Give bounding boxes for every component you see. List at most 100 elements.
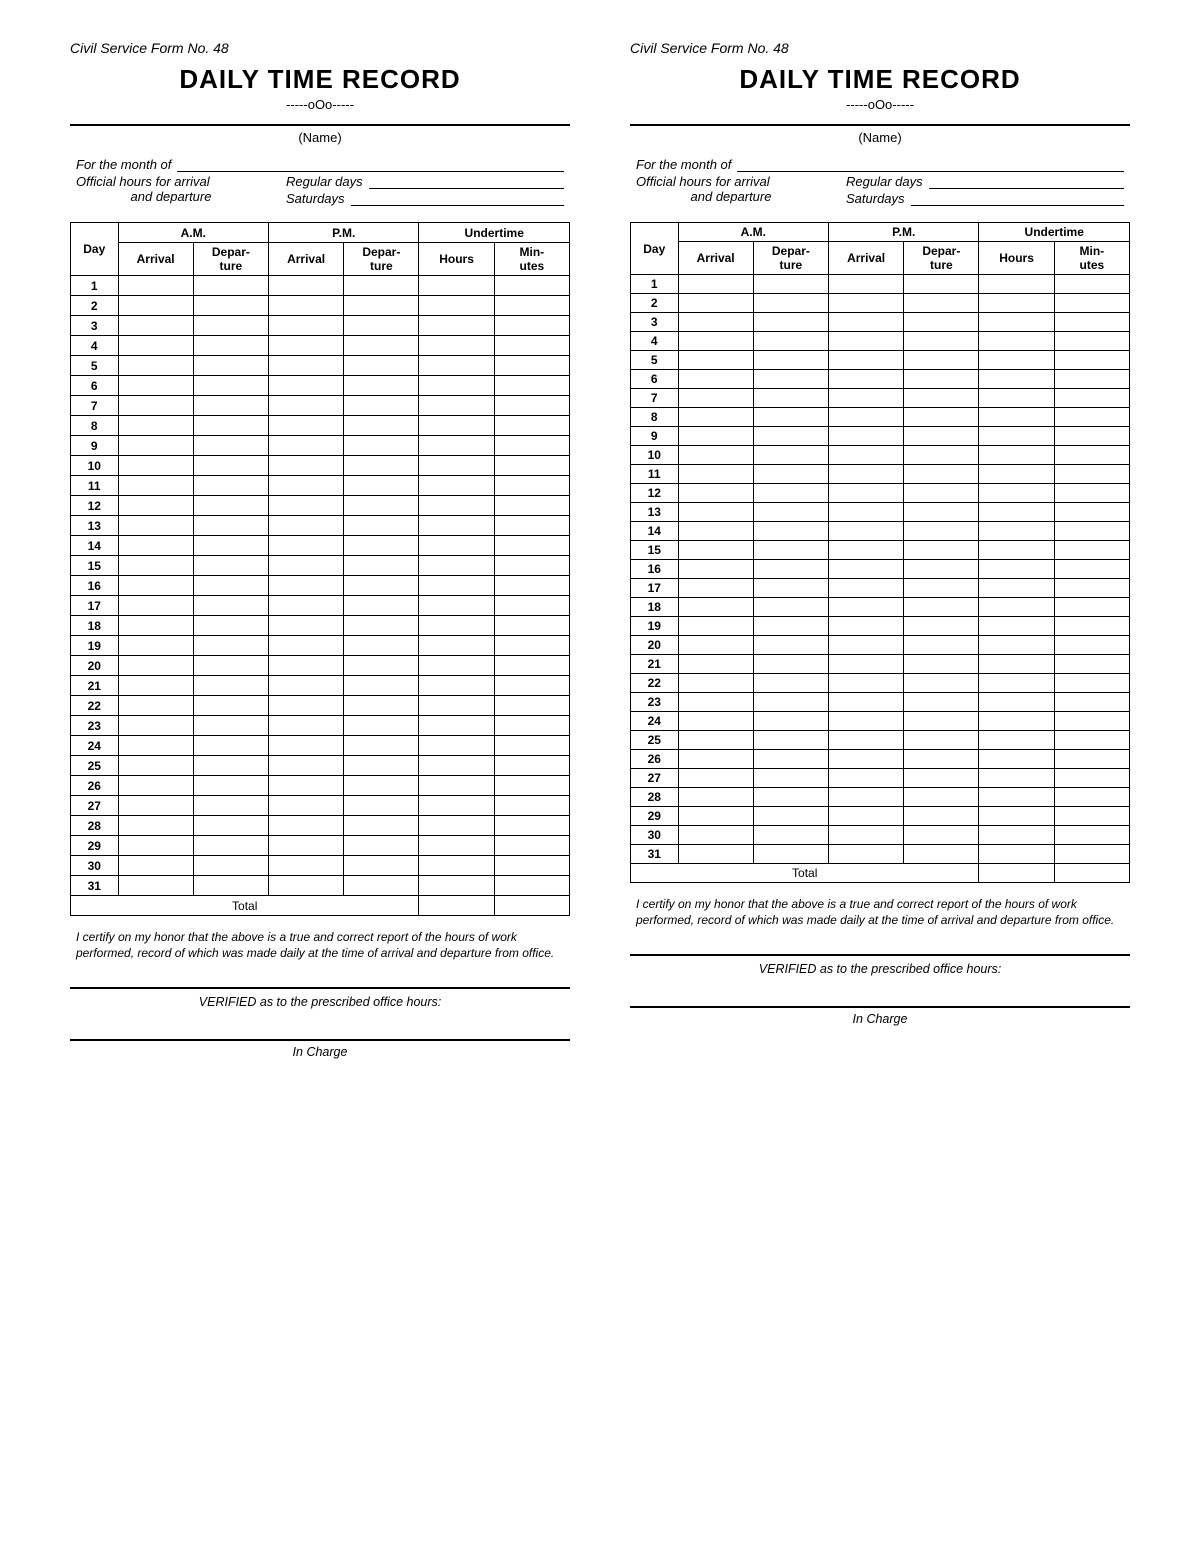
cell-ut_minutes[interactable]	[1054, 446, 1129, 465]
cell-am_departure[interactable]	[753, 845, 828, 864]
cell-ut_minutes[interactable]	[1054, 826, 1129, 845]
cell-pm_arrival[interactable]	[268, 616, 343, 636]
cell-am_departure[interactable]	[193, 576, 268, 596]
cell-pm_arrival[interactable]	[828, 484, 903, 503]
cell-ut_minutes[interactable]	[494, 716, 569, 736]
cell-am_arrival[interactable]	[118, 416, 193, 436]
cell-am_arrival[interactable]	[678, 845, 753, 864]
cell-pm_arrival[interactable]	[828, 446, 903, 465]
cell-ut_hours[interactable]	[419, 736, 494, 756]
cell-am_arrival[interactable]	[118, 636, 193, 656]
cell-am_arrival[interactable]	[678, 351, 753, 370]
cell-am_departure[interactable]	[193, 776, 268, 796]
cell-am_arrival[interactable]	[678, 389, 753, 408]
cell-ut_minutes[interactable]	[1054, 351, 1129, 370]
cell-ut_hours[interactable]	[419, 616, 494, 636]
cell-am_arrival[interactable]	[678, 560, 753, 579]
cell-am_arrival[interactable]	[118, 596, 193, 616]
cell-ut_minutes[interactable]	[494, 456, 569, 476]
cell-am_departure[interactable]	[193, 856, 268, 876]
cell-am_departure[interactable]	[193, 356, 268, 376]
cell-pm_arrival[interactable]	[828, 522, 903, 541]
cell-pm_departure[interactable]	[344, 596, 419, 616]
total-minutes-cell[interactable]	[1054, 864, 1129, 883]
cell-am_departure[interactable]	[753, 370, 828, 389]
cell-am_arrival[interactable]	[678, 484, 753, 503]
cell-pm_departure[interactable]	[904, 769, 979, 788]
cell-ut_minutes[interactable]	[1054, 617, 1129, 636]
cell-ut_minutes[interactable]	[1054, 332, 1129, 351]
cell-pm_departure[interactable]	[344, 796, 419, 816]
cell-pm_arrival[interactable]	[268, 776, 343, 796]
cell-ut_hours[interactable]	[419, 356, 494, 376]
cell-pm_arrival[interactable]	[828, 712, 903, 731]
cell-pm_arrival[interactable]	[268, 476, 343, 496]
cell-am_departure[interactable]	[753, 807, 828, 826]
cell-pm_departure[interactable]	[344, 356, 419, 376]
cell-am_arrival[interactable]	[678, 541, 753, 560]
cell-ut_minutes[interactable]	[494, 616, 569, 636]
cell-pm_arrival[interactable]	[268, 316, 343, 336]
cell-ut_hours[interactable]	[979, 370, 1054, 389]
cell-pm_departure[interactable]	[344, 676, 419, 696]
cell-am_arrival[interactable]	[118, 456, 193, 476]
cell-ut_hours[interactable]	[419, 576, 494, 596]
cell-am_departure[interactable]	[193, 536, 268, 556]
cell-pm_arrival[interactable]	[828, 693, 903, 712]
cell-am_departure[interactable]	[753, 541, 828, 560]
cell-am_arrival[interactable]	[678, 275, 753, 294]
cell-pm_departure[interactable]	[344, 816, 419, 836]
cell-pm_arrival[interactable]	[828, 788, 903, 807]
cell-am_departure[interactable]	[753, 484, 828, 503]
cell-ut_minutes[interactable]	[1054, 427, 1129, 446]
cell-pm_arrival[interactable]	[828, 674, 903, 693]
cell-ut_minutes[interactable]	[494, 496, 569, 516]
cell-pm_departure[interactable]	[344, 276, 419, 296]
cell-pm_departure[interactable]	[904, 731, 979, 750]
cell-am_departure[interactable]	[753, 465, 828, 484]
regular-days-input-line[interactable]	[929, 174, 1124, 189]
cell-ut_minutes[interactable]	[1054, 598, 1129, 617]
cell-am_departure[interactable]	[193, 436, 268, 456]
cell-am_departure[interactable]	[753, 826, 828, 845]
cell-ut_minutes[interactable]	[494, 656, 569, 676]
cell-pm_departure[interactable]	[344, 836, 419, 856]
cell-pm_departure[interactable]	[344, 736, 419, 756]
cell-pm_arrival[interactable]	[828, 845, 903, 864]
cell-pm_arrival[interactable]	[268, 456, 343, 476]
cell-ut_minutes[interactable]	[494, 736, 569, 756]
cell-am_departure[interactable]	[193, 636, 268, 656]
cell-am_arrival[interactable]	[118, 296, 193, 316]
saturdays-input-line[interactable]	[351, 191, 564, 206]
cell-ut_minutes[interactable]	[1054, 503, 1129, 522]
cell-pm_departure[interactable]	[344, 456, 419, 476]
cell-am_departure[interactable]	[193, 376, 268, 396]
cell-ut_minutes[interactable]	[1054, 731, 1129, 750]
cell-pm_departure[interactable]	[904, 693, 979, 712]
cell-pm_arrival[interactable]	[828, 598, 903, 617]
cell-pm_arrival[interactable]	[828, 370, 903, 389]
cell-ut_hours[interactable]	[419, 376, 494, 396]
cell-pm_departure[interactable]	[344, 696, 419, 716]
cell-ut_hours[interactable]	[419, 416, 494, 436]
cell-pm_departure[interactable]	[344, 516, 419, 536]
cell-am_arrival[interactable]	[118, 796, 193, 816]
cell-pm_departure[interactable]	[904, 845, 979, 864]
cell-am_arrival[interactable]	[678, 636, 753, 655]
cell-ut_hours[interactable]	[979, 446, 1054, 465]
cell-pm_arrival[interactable]	[268, 436, 343, 456]
cell-am_departure[interactable]	[193, 276, 268, 296]
cell-pm_departure[interactable]	[344, 396, 419, 416]
cell-pm_departure[interactable]	[904, 826, 979, 845]
cell-ut_hours[interactable]	[419, 436, 494, 456]
cell-am_departure[interactable]	[193, 836, 268, 856]
cell-am_arrival[interactable]	[118, 496, 193, 516]
cell-am_departure[interactable]	[193, 396, 268, 416]
cell-am_departure[interactable]	[753, 408, 828, 427]
cell-am_departure[interactable]	[193, 556, 268, 576]
cell-pm_departure[interactable]	[904, 636, 979, 655]
cell-am_arrival[interactable]	[678, 465, 753, 484]
cell-ut_minutes[interactable]	[494, 856, 569, 876]
cell-am_departure[interactable]	[753, 503, 828, 522]
cell-ut_hours[interactable]	[979, 503, 1054, 522]
